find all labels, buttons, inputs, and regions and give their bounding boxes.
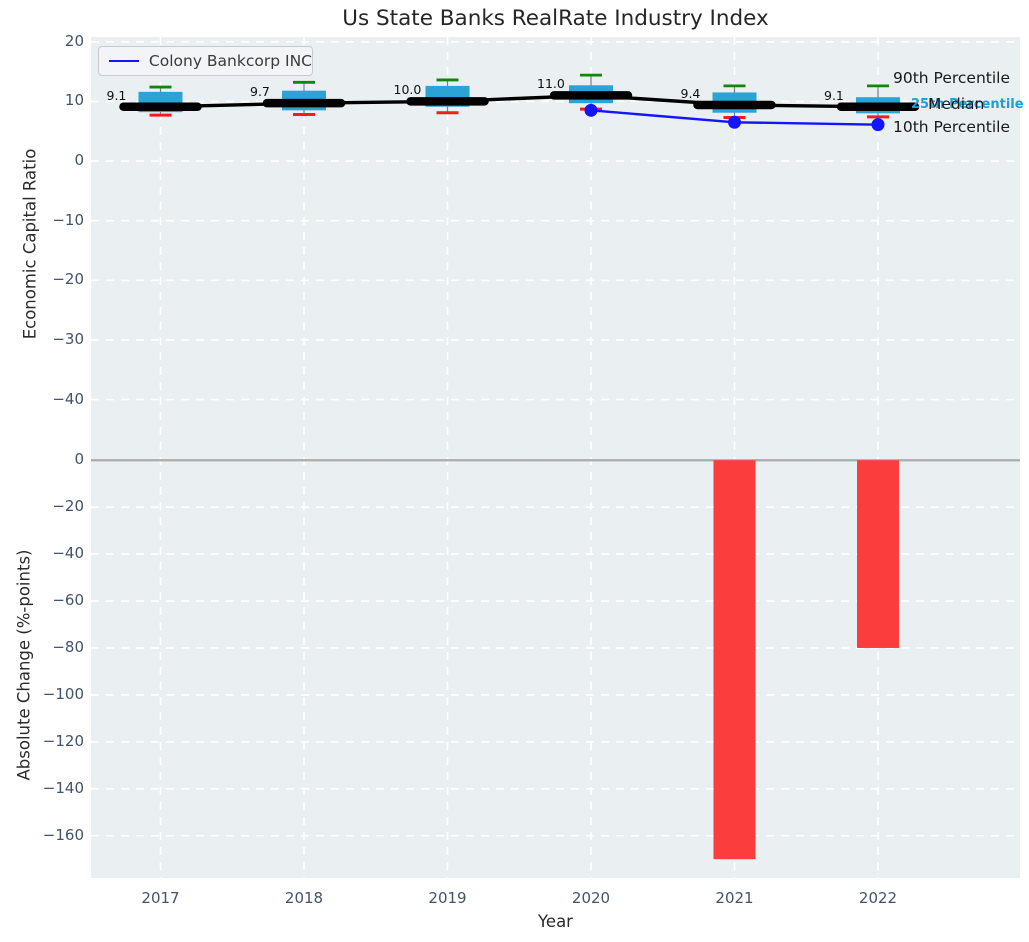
median-annotation-2018: 9.7 bbox=[250, 84, 270, 100]
company-point-2020 bbox=[584, 103, 598, 117]
chart-title: Us State Banks RealRate Industry Index bbox=[342, 6, 769, 31]
bottom-ytick--40: −40 bbox=[52, 544, 84, 563]
median-annotation-2017: 9.1 bbox=[106, 87, 127, 103]
x-axis-label: Year bbox=[538, 912, 573, 931]
legend-line-sample-icon bbox=[109, 60, 139, 62]
top-y-axis-label: Economic Capital Ratio bbox=[20, 148, 40, 340]
top-ytick--20: −20 bbox=[52, 270, 84, 289]
median-annotation-2021: 9.4 bbox=[680, 85, 701, 101]
bottom-ytick--160: −160 bbox=[42, 825, 84, 844]
top-ytick--40: −40 bbox=[52, 389, 84, 408]
bottom-ytick--120: −120 bbox=[42, 731, 84, 750]
label-10th-percentile: 10th Percentile bbox=[893, 118, 1011, 136]
label-median: Median bbox=[928, 95, 985, 113]
change-bar-2021 bbox=[713, 460, 756, 860]
company-point-2021 bbox=[728, 115, 741, 129]
legend: Colony Bankcorp INC bbox=[98, 46, 313, 76]
legend-company-label: Colony Bankcorp INC bbox=[148, 52, 312, 70]
top-ytick--10: −10 bbox=[52, 210, 84, 229]
median-annotation-2019: 10.0 bbox=[393, 82, 422, 98]
xtick-2022: 2022 bbox=[858, 889, 898, 907]
bottom-ytick--80: −80 bbox=[52, 637, 84, 656]
bottom-ytick--100: −100 bbox=[42, 684, 84, 703]
label-25th-percentile: 25th Percentile bbox=[911, 97, 1024, 112]
bottom-y-axis-label: Absolute Change (%-points) bbox=[14, 549, 34, 781]
label-90th-percentile: 90th Percentile bbox=[893, 69, 1011, 87]
median-annotation-2020: 11.0 bbox=[537, 76, 565, 92]
top-ytick-0: 0 bbox=[74, 151, 84, 170]
xtick-2019: 2019 bbox=[428, 889, 467, 907]
xtick-2018: 2018 bbox=[284, 889, 324, 907]
xtick-2020: 2020 bbox=[571, 889, 611, 907]
xtick-2017: 2017 bbox=[141, 889, 180, 907]
xtick-2021: 2021 bbox=[715, 889, 754, 907]
top-ytick-20: 20 bbox=[64, 31, 84, 50]
top-ytick--30: −30 bbox=[52, 329, 84, 348]
bottom-ytick-0: 0 bbox=[74, 450, 84, 469]
median-annotation-2022: 9.1 bbox=[824, 87, 844, 103]
change-bar-2022 bbox=[857, 460, 899, 648]
bottom-ytick--60: −60 bbox=[52, 591, 84, 610]
top-ytick-10: 10 bbox=[64, 91, 84, 110]
bottom-ytick--140: −140 bbox=[42, 778, 84, 797]
company-point-2022 bbox=[871, 118, 885, 132]
bottom-ytick--20: −20 bbox=[52, 497, 84, 516]
